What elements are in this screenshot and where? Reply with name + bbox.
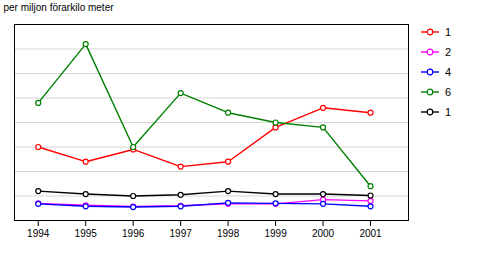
html-text:1: 1 xyxy=(445,106,452,118)
svg-text:1998: 1998 xyxy=(217,228,240,239)
svg-text:2000: 2000 xyxy=(312,228,335,239)
html-text:4: 4 xyxy=(445,66,452,78)
svg-text:1994: 1994 xyxy=(27,228,50,239)
svg-text:1997: 1997 xyxy=(170,228,193,239)
html-text:1: 1 xyxy=(445,26,452,38)
html-text:6: 6 xyxy=(445,86,452,98)
svg-text:1996: 1996 xyxy=(122,228,145,239)
html-text:2: 2 xyxy=(445,46,452,58)
svg-text:1999: 1999 xyxy=(264,228,287,239)
svg-text:2001: 2001 xyxy=(359,228,382,239)
svg-text:per miljon förarkilo meter: per miljon förarkilo meter xyxy=(4,2,115,13)
svg-text:1995: 1995 xyxy=(75,228,98,239)
